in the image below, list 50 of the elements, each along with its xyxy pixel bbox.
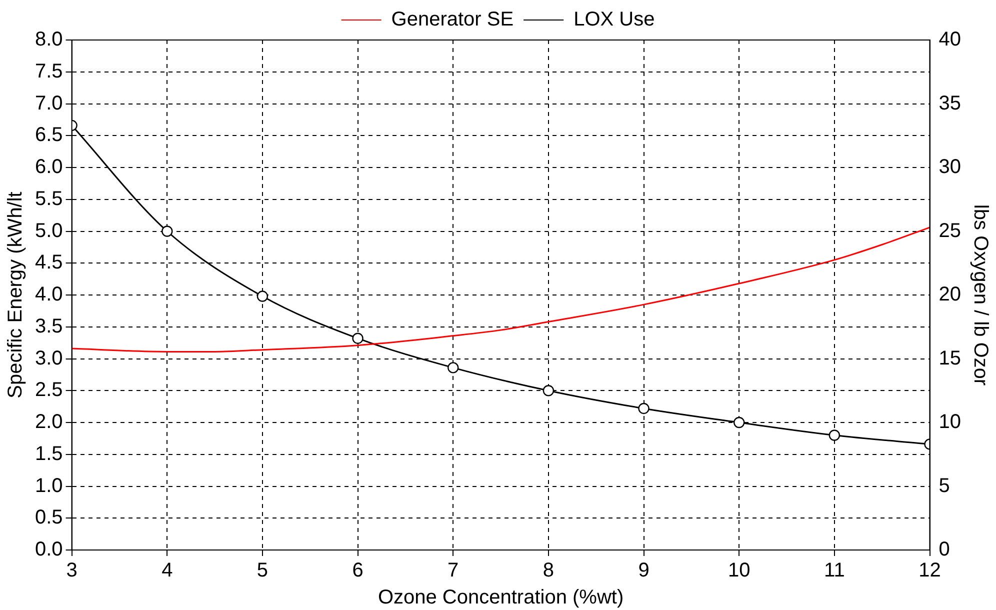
x-tick-label: 10 <box>728 560 750 582</box>
point <box>162 226 173 237</box>
y-tick-label: 4.5 <box>34 252 63 274</box>
y-axis-title: Specific Energy (kWh/lt <box>4 191 27 398</box>
legend-label: LOX Use <box>574 8 655 31</box>
x-tick-label: 7 <box>448 560 459 582</box>
y2-axis-title: lbs Oxygen / lb Ozor <box>969 204 992 386</box>
y-tick-label: 7.0 <box>34 92 63 114</box>
y-tick-label: 0.0 <box>34 538 63 561</box>
y-tick-label: 6.5 <box>34 124 63 146</box>
y2-tick-label: 10 <box>938 411 962 434</box>
y2-tick-label: 20 <box>938 284 962 306</box>
y2-tick-label: 5 <box>938 474 950 497</box>
x-tick-label: 9 <box>638 560 650 582</box>
y2-tick-label: 30 <box>938 156 962 178</box>
y-tick-label: 5.0 <box>34 220 63 242</box>
y2-tick-label: 15 <box>938 347 962 370</box>
y2-tick-label: 25 <box>938 220 962 242</box>
x-tick-label: 11 <box>824 560 845 582</box>
point <box>542 385 554 396</box>
y2-tick-label: 0 <box>938 538 950 561</box>
y-tick-label: 8.0 <box>34 28 63 51</box>
x-axis-title: Ozone Concentration (%wt) <box>378 586 624 609</box>
x-tick-label: 8 <box>542 560 554 582</box>
point <box>448 362 459 374</box>
x-tick-label: 4 <box>162 560 173 582</box>
y-tick-label: 3.5 <box>34 315 63 338</box>
point <box>828 430 840 441</box>
y-tick-label: 1.5 <box>34 442 63 465</box>
x-tick-label: 3 <box>66 560 78 582</box>
legend-label: Generator SE <box>391 8 514 31</box>
y2-tick-label: 35 <box>938 92 962 114</box>
y-tick-label: 6.0 <box>34 156 63 178</box>
x-tick-label: 6 <box>352 560 364 582</box>
x-tick-label: 12 <box>918 560 941 582</box>
y-tick-label: 5.5 <box>34 188 63 210</box>
point <box>256 290 268 302</box>
y-tick-label: 0.5 <box>34 506 63 529</box>
y2-tick-label: 40 <box>938 28 962 51</box>
point <box>352 332 364 344</box>
y-tick-label: 1.0 <box>34 474 63 497</box>
line-series <box>72 226 930 352</box>
point <box>638 402 650 414</box>
y-tick-label: 7.5 <box>34 60 63 82</box>
y-tick-label: 2.5 <box>34 379 63 402</box>
y-tick-label: 2.0 <box>34 411 63 434</box>
point <box>734 416 745 428</box>
y-tick-label: 3.0 <box>34 347 63 370</box>
x-tick-label: 5 <box>256 560 268 582</box>
y-tick-label: 4.0 <box>34 284 63 306</box>
